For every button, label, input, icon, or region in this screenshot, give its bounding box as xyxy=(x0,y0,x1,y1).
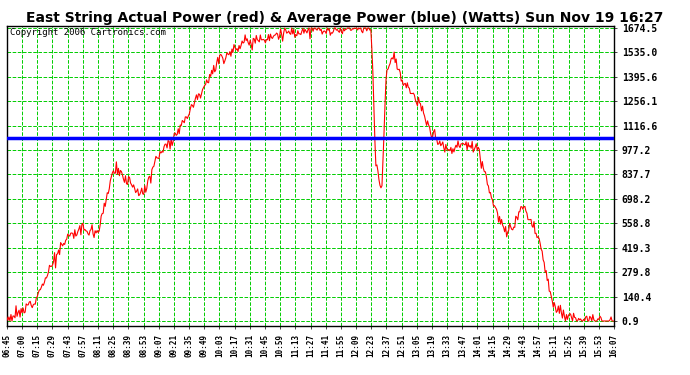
Text: Copyright 2006 Cartronics.com: Copyright 2006 Cartronics.com xyxy=(10,28,166,37)
Text: East String Actual Power (red) & Average Power (blue) (Watts) Sun Nov 19 16:27: East String Actual Power (red) & Average… xyxy=(26,11,664,25)
